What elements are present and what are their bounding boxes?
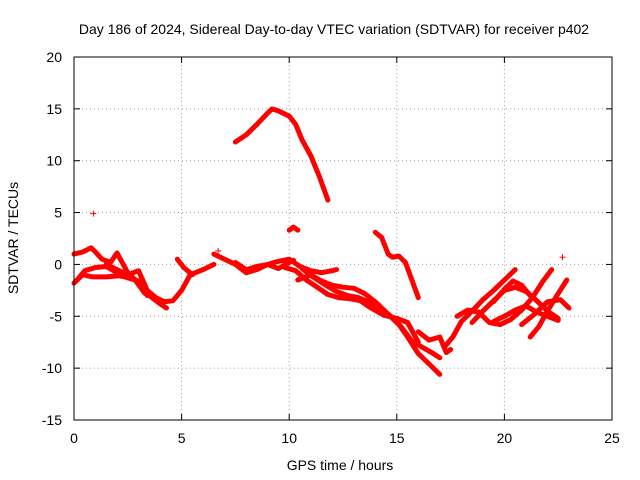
series-arc-15 <box>441 267 518 350</box>
series-arc-3 <box>71 272 148 296</box>
data-point-marker <box>215 247 222 254</box>
series-arc-13 <box>286 224 301 233</box>
series-arc-7 <box>232 257 296 273</box>
chart-title: Day 186 of 2024, Sidereal Day-to-day VTE… <box>79 21 589 37</box>
series-arc-10 <box>299 266 443 361</box>
series-arc-18 <box>491 303 561 324</box>
data-point-marker <box>90 210 97 217</box>
grid <box>74 57 612 420</box>
series-arc-19 <box>527 277 570 340</box>
y-tick-labels: -15 -10 -5 0 5 10 15 20 <box>42 49 62 428</box>
series-arc-5 <box>174 256 195 278</box>
x-tick-labels: 0 5 10 15 20 25 <box>70 430 620 446</box>
x-axis-title: GPS time / hours <box>287 457 394 473</box>
series-arc-16 <box>454 267 555 328</box>
series-arc-9 <box>282 265 421 345</box>
x-tick-label: 15 <box>389 430 405 446</box>
series-arc-4 <box>103 261 217 305</box>
y-tick-label: 20 <box>46 49 62 65</box>
y-tick-label: -15 <box>42 412 62 428</box>
isolated-points <box>90 210 566 261</box>
y-tick-label: -5 <box>50 308 63 324</box>
x-tick-label: 10 <box>281 430 297 446</box>
series-arc-21 <box>491 278 533 305</box>
y-tick-label: 5 <box>54 205 62 221</box>
y-tick-label: 10 <box>46 153 62 169</box>
x-tick-label: 5 <box>178 430 186 446</box>
x-tick-label: 0 <box>70 430 78 446</box>
x-tick-label: 20 <box>497 430 513 446</box>
series-arc-12 <box>232 106 331 203</box>
y-tick-label: 0 <box>54 256 62 272</box>
series-arc-11 <box>415 329 454 356</box>
y-tick-label: 15 <box>46 101 62 117</box>
series-layer <box>71 106 572 377</box>
y-tick-label: -10 <box>42 360 62 376</box>
axis-ticks <box>73 56 613 421</box>
data-point-marker <box>559 254 566 261</box>
plot-frame <box>73 56 613 421</box>
series-arc-20 <box>519 297 572 328</box>
x-tick-label: 25 <box>604 430 620 446</box>
y-axis-title: SDTVAR / TECUs <box>5 182 21 294</box>
series-arc-14 <box>372 229 421 301</box>
